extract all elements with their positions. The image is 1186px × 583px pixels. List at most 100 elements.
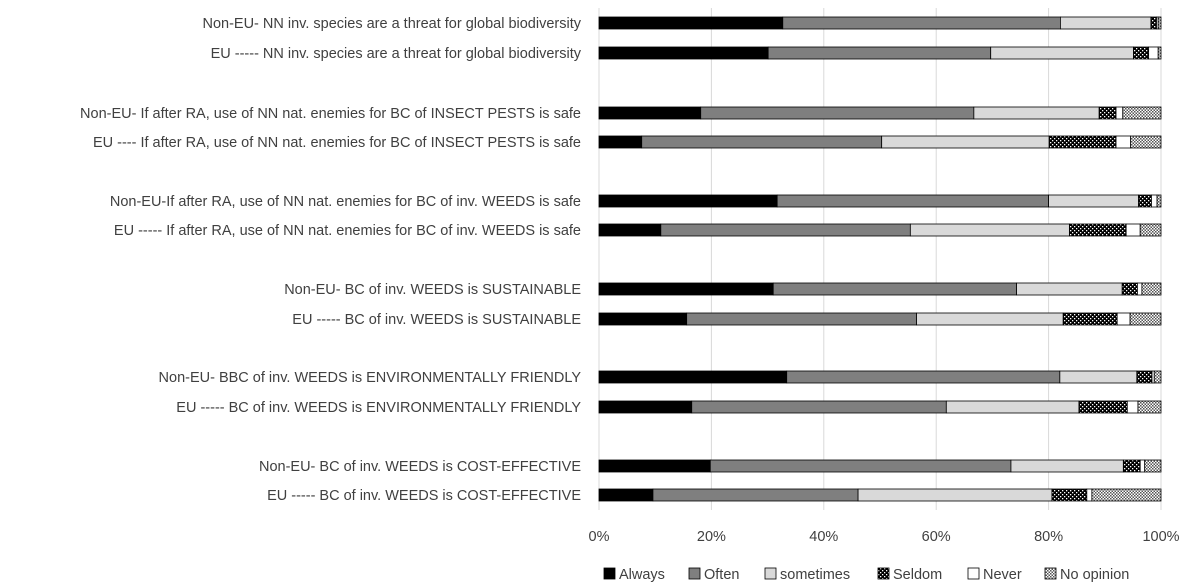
bar-segment-often (660, 223, 911, 237)
bar-segment-often (700, 106, 975, 120)
bar-segment-sometimes (857, 488, 1053, 502)
legend-label: Often (704, 567, 739, 583)
bars (598, 16, 1162, 502)
bar-segment-never (1139, 459, 1146, 473)
legend-swatch (688, 567, 701, 580)
x-tick-label: 40% (809, 529, 838, 545)
bar-segment-sometimes (1059, 370, 1138, 384)
bar-segment-no-opinion (1139, 223, 1162, 237)
bar-segment-often (691, 400, 947, 414)
legend-swatch (764, 567, 777, 580)
legend-label: Never (983, 567, 1022, 583)
category-label: Non-EU- If after RA, use of NN nat. enem… (80, 106, 581, 122)
bar-segment-seldom (1150, 16, 1157, 30)
bar-segment-seldom (1133, 46, 1150, 60)
bar-segment-no-opinion (1122, 106, 1162, 120)
bar-segment-no-opinion (1130, 135, 1162, 149)
category-label: Non-EU- NN inv. species are a threat for… (202, 16, 581, 32)
bar-segment-seldom (1098, 106, 1117, 120)
category-labels: Non-EU- NN inv. species are a threat for… (80, 16, 582, 504)
bar-segment-seldom (1078, 400, 1128, 414)
bar-segment-no-opinion (1144, 459, 1162, 473)
bar-segment-no-opinion (1156, 194, 1162, 208)
x-tick-label: 20% (697, 529, 726, 545)
bar-segment-always (598, 370, 788, 384)
legend-label: Always (619, 567, 665, 583)
bar-segment-always (598, 488, 654, 502)
bar-segment-sometimes (881, 135, 1050, 149)
bar-segment-no-opinion (1141, 282, 1162, 296)
category-label: Non-EU- BBC of inv. WEEDS is ENVIRONMENT… (159, 370, 582, 386)
bar-segment-often (772, 282, 1017, 296)
category-label: EU ----- If after RA, use of NN nat. ene… (114, 223, 581, 239)
bar-segment-always (598, 16, 784, 30)
bar-segment-never (1148, 46, 1159, 60)
bar-segment-seldom (1121, 282, 1138, 296)
bar-segment-sometimes (1048, 194, 1139, 208)
bar-segment-sometimes (1060, 16, 1152, 30)
bar-segment-sometimes (1010, 459, 1124, 473)
legend-swatch (1044, 567, 1057, 580)
bar-segment-often (641, 135, 883, 149)
bar-segment-never (1115, 106, 1124, 120)
bar-segment-always (598, 459, 711, 473)
bar-segment-never (1126, 400, 1139, 414)
legend: Always Often sometimes Seldom Never No opinio… (603, 567, 1129, 583)
bar-segment-seldom (1051, 488, 1088, 502)
category-label: Non-EU-If after RA, use of NN nat. enemi… (110, 194, 581, 210)
bar-segment-sometimes (916, 312, 1064, 326)
bar-segment-never (1151, 194, 1158, 208)
bar-segment-often (782, 16, 1061, 30)
legend-swatch (603, 567, 616, 580)
bar-segment-always (598, 223, 662, 237)
bar-segment-never (1086, 488, 1093, 502)
bar-segment-always (598, 106, 702, 120)
bar-segment-always (598, 194, 778, 208)
bar-segment-always (598, 400, 693, 414)
bar-segment-no-opinion (1153, 370, 1162, 384)
bar-segment-often (776, 194, 1050, 208)
bar-segment-seldom (1062, 312, 1118, 326)
legend-swatch (967, 567, 980, 580)
legend-swatch (877, 567, 890, 580)
category-label: Non-EU- BC of inv. WEEDS is COST-EFFECTI… (259, 459, 581, 475)
gridlines (598, 8, 1162, 510)
bar-segment-sometimes (945, 400, 1080, 414)
x-axis-tick-labels: 0% 20% 40% 60% 80% 100% (589, 529, 1180, 545)
x-tick-label: 80% (1034, 529, 1063, 545)
bar-segment-always (598, 312, 688, 326)
bar-segment-sometimes (973, 106, 1100, 120)
bar-segment-always (598, 282, 774, 296)
bar-segment-sometimes (990, 46, 1134, 60)
category-label: EU ----- BC of inv. WEEDS is COST-EFFECT… (267, 488, 581, 504)
bar-segment-seldom (1068, 223, 1127, 237)
category-label: EU ----- BC of inv. WEEDS is ENVIRONMENT… (176, 400, 581, 416)
bar-segment-often (652, 488, 859, 502)
bar-segment-no-opinion (1157, 16, 1162, 30)
bar-segment-sometimes (909, 223, 1070, 237)
bar-segment-no-opinion (1129, 312, 1162, 326)
bar-segment-often (686, 312, 917, 326)
bar-segment-seldom (1138, 194, 1152, 208)
bar-segment-never (1125, 223, 1141, 237)
bar-segment-often (767, 46, 992, 60)
bar-segment-sometimes (1016, 282, 1123, 296)
bar-segment-often (709, 459, 1012, 473)
legend-label: sometimes (780, 567, 850, 583)
x-tick-label: 60% (922, 529, 951, 545)
bar-segment-often (786, 370, 1061, 384)
bar-segment-no-opinion (1091, 488, 1162, 502)
bar-segment-never (1136, 282, 1143, 296)
legend-label: No opinion (1060, 567, 1129, 583)
bar-segment-seldom (1048, 135, 1117, 149)
bar-segment-never (1115, 135, 1132, 149)
bar-segment-seldom (1122, 459, 1141, 473)
bar-segment-never (1116, 312, 1131, 326)
x-tick-label: 0% (589, 529, 610, 545)
category-label: EU ----- NN inv. species are a threat fo… (211, 46, 582, 62)
bar-segment-always (598, 46, 769, 60)
category-label: Non-EU- BC of inv. WEEDS is SUSTAINABLE (284, 282, 581, 298)
legend-label: Seldom (893, 567, 942, 583)
bar-segment-no-opinion (1137, 400, 1162, 414)
